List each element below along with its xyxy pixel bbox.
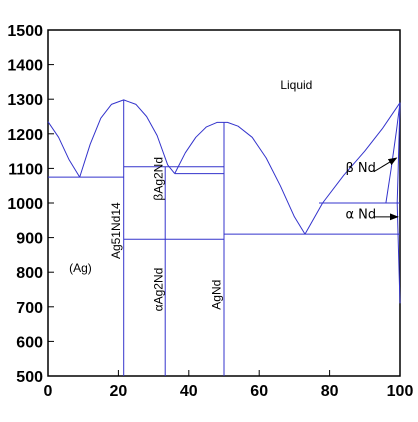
y-tick-label: 1300 (7, 92, 43, 109)
x-axis-ticks: 0 20 40 60 80 100 (44, 370, 414, 400)
y-tick-label: 500 (16, 369, 43, 386)
region-labels: Liquid (Ag) Ag51Nd14 βAg2Nd αAg2Nd AgNd β Nd α … (69, 78, 376, 312)
y-tick-label: 600 (16, 334, 43, 351)
y-tick-label: 1000 (7, 196, 43, 213)
phase-label: β Nd (345, 161, 375, 176)
nd-boundary-curve (396, 102, 401, 204)
y-tick-label: 1500 (7, 23, 43, 40)
y-tick-label: 1200 (7, 127, 43, 144)
x-tick-label: 60 (250, 383, 268, 400)
phase-label: (Ag) (69, 261, 92, 275)
x-tick-label: 100 (387, 383, 414, 400)
phase-label: βAg2Nd (151, 157, 165, 201)
liquidus-curve (47, 121, 81, 178)
liquidus-curve (79, 99, 176, 178)
phase-label: Liquid (280, 78, 312, 92)
phase-label: α Nd (345, 208, 376, 223)
x-tick-label: 80 (321, 383, 339, 400)
x-tick-label: 40 (180, 383, 198, 400)
y-tick-label: 900 (16, 231, 43, 248)
annotation-arrow (373, 157, 398, 173)
x-tick-label: 20 (110, 383, 128, 400)
y-tick-label: 700 (16, 300, 43, 317)
liquidus-curve (304, 102, 401, 235)
x-tick-label: 0 (44, 383, 53, 400)
y-tick-label: 800 (16, 265, 43, 282)
liquidus-curve (174, 121, 306, 235)
phase-label: Ag51Nd14 (109, 202, 123, 259)
phase-label: AgNd (209, 280, 223, 310)
annotation-arrows (373, 157, 399, 221)
phase-label: αAg2Nd (151, 268, 165, 312)
y-axis-ticks: 500 600 700 800 900 1000 1100 1200 1300 1400 1500 (7, 23, 54, 386)
y-tick-label: 1400 (7, 58, 43, 75)
phase-boundaries (47, 99, 401, 376)
nd-boundary-curve (385, 102, 401, 204)
y-tick-label: 1100 (8, 161, 43, 178)
